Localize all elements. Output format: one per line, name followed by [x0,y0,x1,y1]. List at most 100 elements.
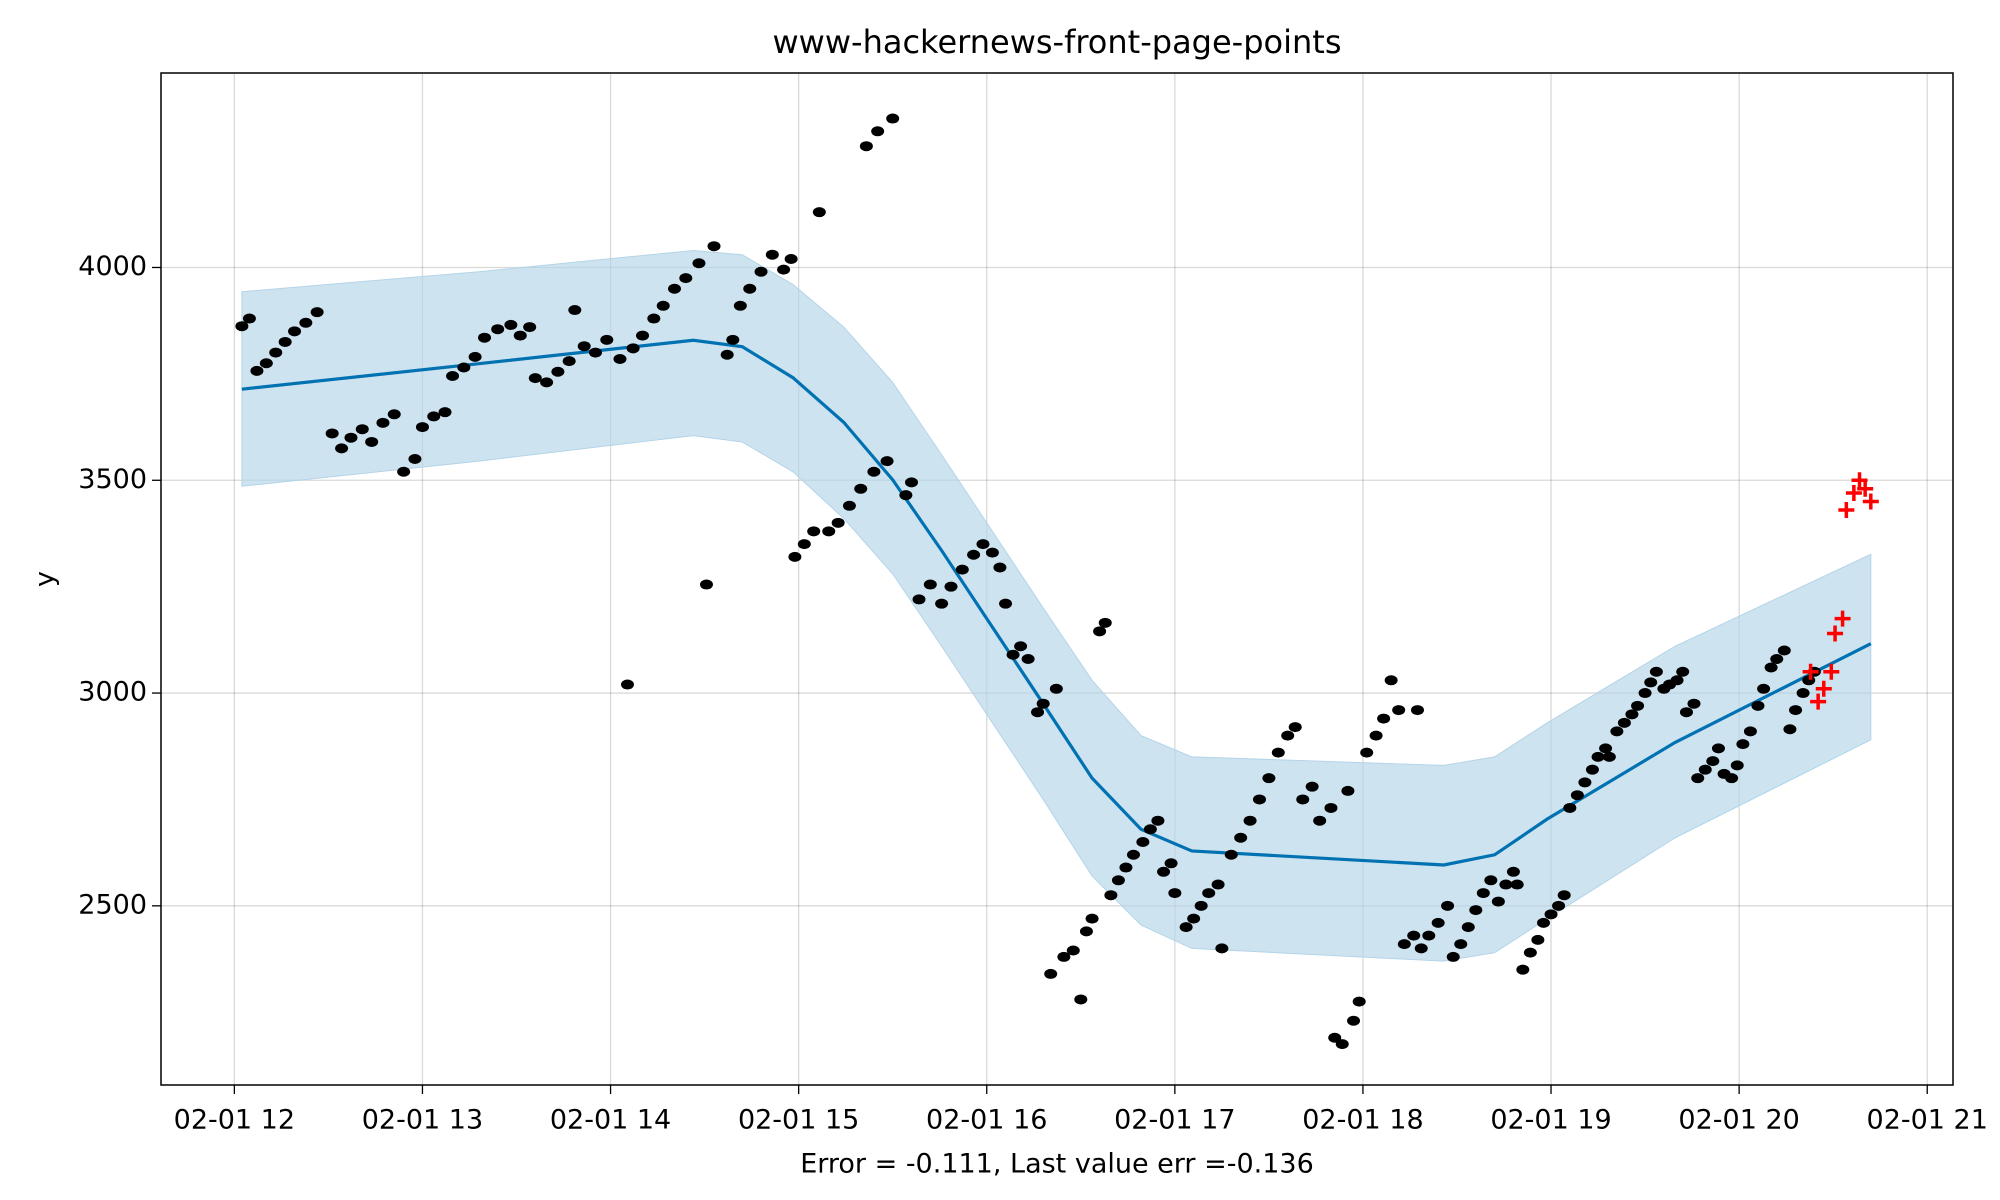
data-point [1335,1039,1349,1050]
data-point [299,317,313,328]
data-point [1544,909,1558,920]
data-point [1215,943,1229,954]
data-point [1271,747,1285,758]
data-point [993,562,1007,573]
data-point [1638,688,1652,699]
data-point [733,300,747,311]
data-point [1384,675,1398,686]
data-point [1136,837,1150,848]
data-point [679,273,693,284]
data-point [1057,951,1071,962]
data-point [1802,675,1816,686]
data-point [1243,815,1257,826]
data-point [408,453,422,464]
data-point [1352,996,1366,1007]
data-point [1414,943,1428,954]
data-point [1585,764,1599,775]
data-point [1126,849,1140,860]
x-tick-label: 02-01 16 [926,1105,1047,1136]
x-tick-label: 02-01 15 [738,1105,859,1136]
data-point [1491,896,1505,907]
data-point [310,307,324,318]
data-point [807,526,821,537]
data-point [1711,743,1725,754]
y-tick-label: 2500 [78,889,147,920]
data-point [1079,926,1093,937]
data-point [1687,698,1701,709]
test-point [1802,663,1819,680]
data-point [859,141,873,152]
test-point [1838,502,1855,519]
data-point [1644,677,1658,688]
data-point [1151,815,1165,826]
data-point [1730,760,1744,771]
data-point [600,334,614,345]
data-point [528,373,542,384]
data-point [1157,866,1171,877]
test-point [1857,480,1874,497]
data-point [1305,781,1319,792]
data-point [620,679,634,690]
data-point [999,598,1013,609]
data-point [1262,773,1276,784]
data-point [656,300,670,311]
data-point [1461,922,1475,933]
data-point [842,500,856,511]
data-point [278,336,292,347]
data-point [1049,683,1063,694]
data-point [376,417,390,428]
data-point [1407,930,1421,941]
data-point [415,422,429,433]
data-point [577,341,591,352]
data-point [1591,751,1605,762]
data-point [976,539,990,550]
data-point [1347,1015,1361,1026]
data-point [1281,730,1295,741]
data-point [1602,751,1616,762]
data-point [812,207,826,218]
data-point [1751,700,1765,711]
data-point [562,356,576,367]
data-point [1104,890,1118,901]
test-point [1851,472,1868,489]
data-point [1168,888,1182,899]
data-point [967,549,981,560]
data-point [397,466,411,477]
data-point [1764,662,1778,673]
data-point [446,371,460,382]
data-point [1341,785,1355,796]
data-point [1328,1032,1342,1043]
data-point [912,594,926,605]
test-point [1845,485,1862,502]
x-tick-label: 02-01 17 [1114,1105,1235,1136]
data-point [259,358,273,369]
data-point [344,432,358,443]
data-point [1085,913,1099,924]
data-point [743,283,757,294]
x-tick-label: 02-01 18 [1302,1105,1423,1136]
data-point [468,351,482,362]
data-point [1313,815,1327,826]
data-point [1202,888,1216,899]
data-point [504,319,518,330]
data-point [797,539,811,550]
data-point [754,266,768,277]
data-point [1369,730,1383,741]
data-point [935,598,949,609]
data-point [235,321,249,332]
data-point [335,443,349,454]
data-point [325,428,339,439]
data-point [1743,726,1757,737]
data-point [613,353,627,364]
data-point [1691,773,1705,784]
data-point [1324,802,1338,813]
data-point [1777,645,1791,656]
data-point [1610,726,1624,737]
data-point [1377,713,1391,724]
data-point [1446,951,1460,962]
data-point [1021,654,1035,665]
data-point [242,313,256,324]
data-point [1725,773,1739,784]
